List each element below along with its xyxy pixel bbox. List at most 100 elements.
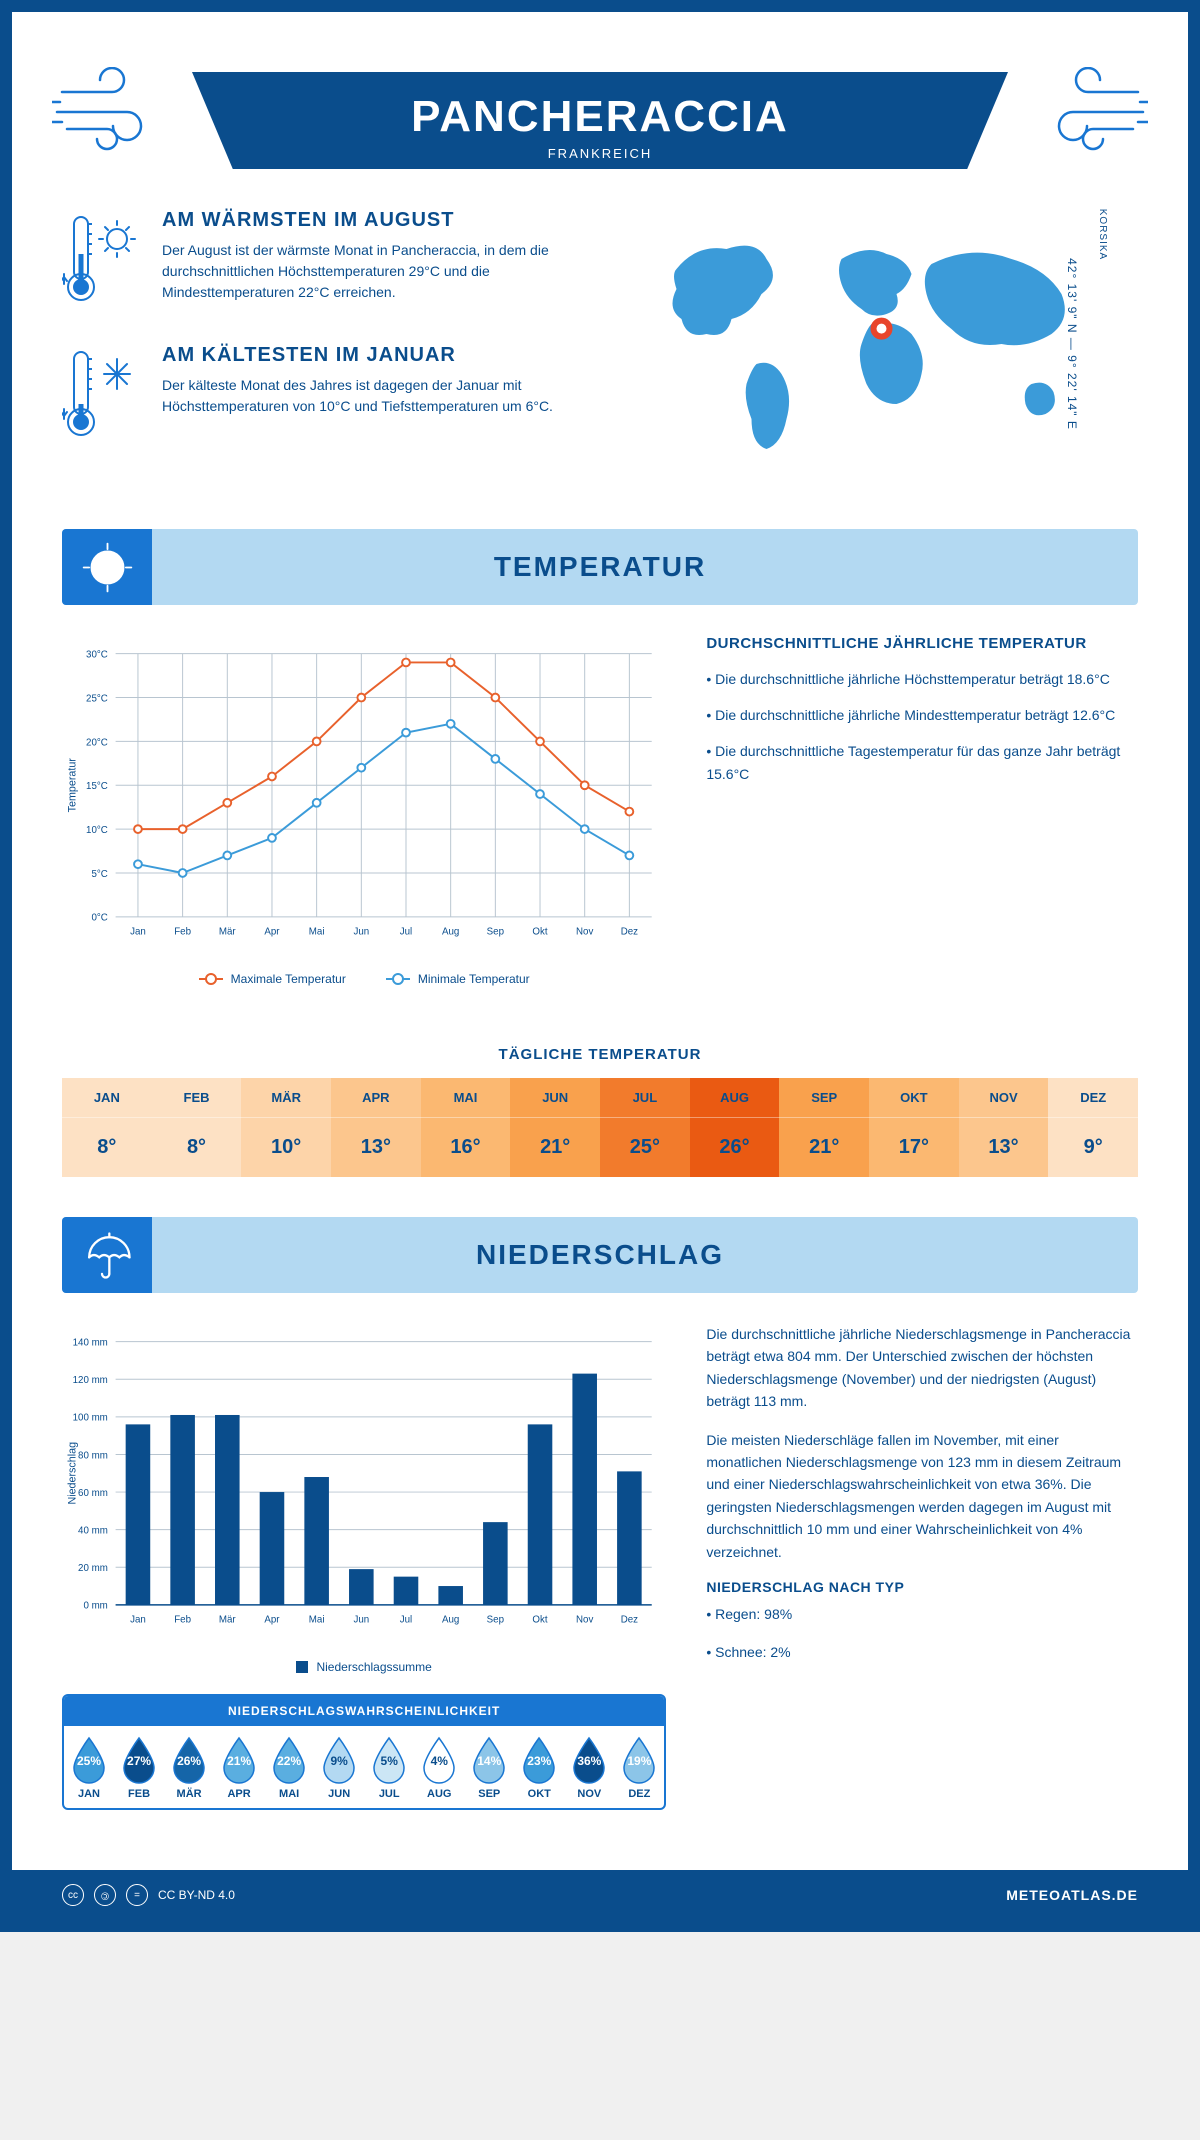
svg-text:Jul: Jul: [400, 926, 412, 937]
umbrella-icon: [62, 1217, 152, 1293]
daily-temp-cell: JUL25°: [600, 1078, 690, 1177]
svg-text:100 mm: 100 mm: [73, 1413, 108, 1424]
coldest-fact: AM KÄLTESTEN IM JANUAR Der kälteste Mona…: [62, 344, 585, 449]
header-banner: PANCHERACCIA FRANKREICH: [192, 72, 1008, 169]
svg-text:Dez: Dez: [621, 1614, 638, 1625]
svg-text:Okt: Okt: [532, 926, 547, 937]
svg-text:Feb: Feb: [174, 1614, 191, 1625]
probability-cell: 4% AUG: [414, 1726, 464, 1808]
precip-chart-legend: Niederschlagssumme: [62, 1660, 666, 1674]
svg-text:Nov: Nov: [576, 1614, 593, 1625]
temperature-line-chart: 0°C 5°C 10°C 15°C 20°C 25°C 30°C Jan Feb Mär Apr Ma…: [62, 635, 666, 955]
daily-temperature-table: JAN8° FEB8° MÄR10° APR13° MAI16° JUN21° …: [62, 1078, 1138, 1177]
legend-min-label: Minimale Temperatur: [418, 972, 530, 986]
daily-temp-cell: MÄR10°: [241, 1078, 331, 1177]
probability-cell: 5% JUL: [364, 1726, 414, 1808]
world-map: [615, 209, 1138, 469]
svg-text:Sep: Sep: [487, 1614, 504, 1625]
probability-title: NIEDERSCHLAGSWAHRSCHEINLICHKEIT: [64, 1696, 664, 1726]
coldest-title: AM KÄLTESTEN IM JANUAR: [162, 344, 585, 367]
by-icon: 🄯: [94, 1884, 116, 1906]
svg-text:Apr: Apr: [264, 1614, 280, 1625]
svg-text:0°C: 0°C: [91, 913, 107, 924]
probability-cell: 19% DEZ: [614, 1726, 664, 1808]
svg-text:20 mm: 20 mm: [78, 1563, 108, 1574]
temperature-title: TEMPERATUR: [62, 551, 1138, 583]
location-marker: [874, 321, 890, 337]
precip-paragraph: Die durchschnittliche jährliche Niedersc…: [706, 1323, 1138, 1413]
thermometer-hot-icon: [62, 209, 142, 314]
precip-type-title: NIEDERSCHLAG NACH TYP: [706, 1579, 1138, 1595]
daily-temp-cell: NOV13°: [959, 1078, 1049, 1177]
warmest-text: Der August ist der wärmste Monat in Panc…: [162, 240, 585, 303]
daily-temp-cell: DEZ9°: [1048, 1078, 1138, 1177]
daily-temp-cell: FEB8°: [152, 1078, 242, 1177]
wind-decoration-left: [52, 67, 172, 162]
probability-cell: 36% NOV: [564, 1726, 614, 1808]
coldest-text: Der kälteste Monat des Jahres ist dagege…: [162, 375, 585, 417]
probability-cell: 27% FEB: [114, 1726, 164, 1808]
svg-text:Temperatur: Temperatur: [67, 758, 79, 813]
svg-text:Apr: Apr: [264, 926, 280, 937]
svg-text:Mär: Mär: [219, 926, 237, 937]
daily-temp-cell: MAI16°: [421, 1078, 511, 1177]
probability-cell: 14% SEP: [464, 1726, 514, 1808]
svg-text:25°C: 25°C: [86, 693, 108, 704]
svg-text:Jun: Jun: [353, 1614, 369, 1625]
svg-text:Okt: Okt: [532, 1614, 547, 1625]
svg-text:40 mm: 40 mm: [78, 1526, 108, 1537]
daily-temp-cell: OKT17°: [869, 1078, 959, 1177]
svg-text:120 mm: 120 mm: [73, 1375, 108, 1386]
svg-text:5°C: 5°C: [91, 869, 107, 880]
svg-text:Aug: Aug: [442, 1614, 459, 1625]
warmest-title: AM WÄRMSTEN IM AUGUST: [162, 209, 585, 232]
svg-text:Jun: Jun: [353, 926, 369, 937]
svg-text:Jan: Jan: [130, 926, 146, 937]
svg-text:Jul: Jul: [400, 1614, 412, 1625]
yearly-temp-title: DURCHSCHNITTLICHE JÄHRLICHE TEMPERATUR: [706, 635, 1138, 652]
coordinates: 42° 13' 9" N — 9° 22' 14" E: [1065, 258, 1079, 430]
svg-text:15°C: 15°C: [86, 781, 108, 792]
svg-text:80 mm: 80 mm: [78, 1450, 108, 1461]
precipitation-section-header: NIEDERSCHLAG: [62, 1217, 1138, 1293]
daily-temp-cell: APR13°: [331, 1078, 421, 1177]
svg-text:10°C: 10°C: [86, 825, 108, 836]
daily-temp-cell: SEP21°: [779, 1078, 869, 1177]
probability-cell: 9% JUN: [314, 1726, 364, 1808]
wind-decoration-right: [1028, 67, 1148, 162]
license-text: CC BY-ND 4.0: [158, 1888, 235, 1902]
svg-text:0 mm: 0 mm: [83, 1601, 107, 1612]
precip-paragraph: Die meisten Niederschläge fallen im Nove…: [706, 1429, 1138, 1563]
precipitation-title: NIEDERSCHLAG: [62, 1239, 1138, 1271]
svg-text:30°C: 30°C: [86, 650, 108, 661]
daily-temp-title: TÄGLICHE TEMPERATUR: [12, 1046, 1188, 1063]
svg-text:Nov: Nov: [576, 926, 593, 937]
svg-text:20°C: 20°C: [86, 737, 108, 748]
region-label: KORSIKA: [1097, 209, 1108, 260]
svg-text:Niederschlag: Niederschlag: [67, 1442, 79, 1505]
svg-text:Aug: Aug: [442, 926, 459, 937]
probability-cell: 23% OKT: [514, 1726, 564, 1808]
country-label: FRANKREICH: [192, 146, 1008, 161]
probability-cell: 21% APR: [214, 1726, 264, 1808]
legend-precip-label: Niederschlagssumme: [316, 1660, 431, 1674]
thermometer-cold-icon: [62, 344, 142, 449]
svg-text:Mai: Mai: [309, 926, 325, 937]
svg-text:Mai: Mai: [309, 1614, 325, 1625]
svg-text:Dez: Dez: [621, 926, 638, 937]
temp-bullet: • Die durchschnittliche jährliche Mindes…: [706, 704, 1138, 728]
daily-temp-cell: JUN21°: [510, 1078, 600, 1177]
svg-text:Feb: Feb: [174, 926, 191, 937]
precipitation-probability-box: NIEDERSCHLAGSWAHRSCHEINLICHKEIT 25% JAN …: [62, 1694, 666, 1810]
daily-temp-cell: JAN8°: [62, 1078, 152, 1177]
warmest-fact: AM WÄRMSTEN IM AUGUST Der August ist der…: [62, 209, 585, 314]
probability-cell: 25% JAN: [64, 1726, 114, 1808]
temp-chart-legend: #leg-max::after{border-color:#e8612c}Max…: [62, 972, 666, 986]
svg-text:140 mm: 140 mm: [73, 1338, 108, 1349]
svg-text:Mär: Mär: [219, 1614, 237, 1625]
svg-text:60 mm: 60 mm: [78, 1488, 108, 1499]
temp-bullet: • Die durchschnittliche Tagestemperatur …: [706, 740, 1138, 788]
precipitation-bar-chart: 0 mm 20 mm 40 mm 60 mm 80 mm 100 mm 120 mm 140 …: [62, 1323, 666, 1643]
daily-temp-cell: AUG26°: [690, 1078, 780, 1177]
probability-cell: 22% MAI: [264, 1726, 314, 1808]
